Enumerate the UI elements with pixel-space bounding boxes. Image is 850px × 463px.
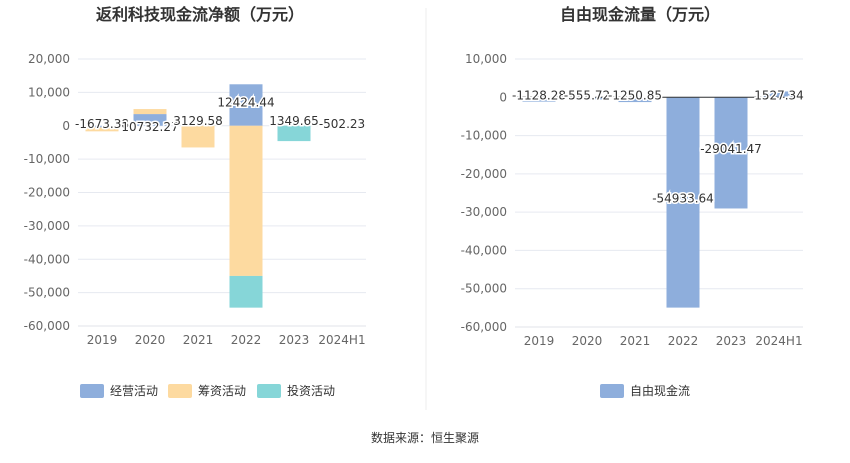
y-tick-label: 10,000: [465, 52, 507, 66]
x-tick-label: 2024H1: [755, 334, 802, 348]
y-tick-label: -10,000: [461, 129, 507, 143]
x-tick-label: 2020: [572, 334, 603, 348]
bar-2023-series-2: [277, 125, 311, 142]
bar-2022-series-0: [229, 84, 263, 126]
y-tick-label: 10,000: [28, 85, 70, 99]
x-tick-label: 2023: [716, 334, 747, 348]
bar-2022-series-1: [229, 125, 263, 276]
y-tick-label: -50,000: [461, 282, 507, 296]
data-label: 1527.34: [754, 88, 804, 102]
source-note: 数据来源：恒生聚源: [371, 430, 479, 445]
y-tick-label: 0: [62, 119, 70, 133]
x-tick-label: 2023: [279, 333, 310, 347]
y-tick-label: -30,000: [461, 205, 507, 219]
x-tick-label: 2019: [87, 333, 118, 347]
bar-2019-series-0: [85, 125, 119, 128]
bar-2020-series-0: [570, 97, 604, 100]
chart-title: 返利科技现金流净额（万元）: [96, 5, 304, 24]
data-label: 1349.65: [269, 114, 319, 128]
data-label: -1128.28: [512, 88, 566, 102]
bar-2019-series-1: [85, 127, 119, 132]
data-label: -1250.85: [608, 88, 662, 102]
chart-title: 自由现金流量（万元）: [560, 5, 720, 24]
free-cash-flow-chart: 自由现金流量（万元） 10,000 0 -10,000 -20,000 -30,000 -4…: [461, 5, 805, 398]
y-tick-label: -30,000: [24, 219, 70, 233]
x-tick-label: 2022: [668, 334, 699, 348]
legend-label: 经营活动: [110, 384, 158, 398]
legend-swatch: [168, 384, 192, 398]
bar-2022-series-0: [666, 97, 700, 308]
legend-label: 筹资活动: [198, 384, 246, 398]
bar-2019-series-0: [522, 97, 556, 102]
y-tick-label: -40,000: [24, 252, 70, 266]
data-label: -29041.47: [700, 142, 762, 156]
y-tick-label: 20,000: [28, 52, 70, 66]
bar-2023-series-0: [714, 97, 748, 209]
bar-2020-series-1: [133, 109, 167, 115]
legend-swatch: [257, 384, 281, 398]
y-tick-label: -40,000: [461, 243, 507, 257]
bar-2024H1-series-0: [762, 91, 796, 98]
x-tick-label: 2022: [231, 333, 262, 347]
y-tick-label: 0: [499, 90, 507, 104]
x-tick-label: 2021: [183, 333, 214, 347]
data-label: -502.23: [319, 117, 365, 131]
data-label: 3129.58: [173, 114, 223, 128]
cash-flow-net-chart: 返利科技现金流净额（万元） 20,000 10,000 0 -10,000 -20,000…: [24, 5, 367, 398]
legend-swatch: [80, 384, 104, 398]
bar-2021-series-0: [618, 97, 652, 103]
legend-label: 自由现金流: [630, 383, 690, 398]
x-tick-label: 2024H1: [318, 333, 365, 347]
y-tick-label: -60,000: [461, 320, 507, 334]
data-label: -555.72: [564, 88, 610, 102]
bar-2020-series-0: [133, 114, 167, 126]
y-tick-label: -20,000: [461, 167, 507, 181]
x-tick-label: 2020: [135, 333, 166, 347]
x-tick-label: 2019: [524, 334, 555, 348]
y-tick-label: -60,000: [24, 319, 70, 333]
x-tick-label: 2021: [620, 334, 651, 348]
bar-2022-series-2: [229, 275, 263, 308]
y-tick-label: -50,000: [24, 286, 70, 300]
data-label: -1673.38: [75, 117, 129, 131]
legend-swatch: [600, 384, 624, 398]
data-label: 10732.27: [121, 120, 178, 134]
bar-2024H1-series-0: [325, 125, 359, 128]
data-label: 12424.44: [217, 95, 274, 109]
legend-label: 投资活动: [287, 383, 335, 398]
y-tick-label: -20,000: [24, 186, 70, 200]
data-label: -54933.64: [652, 191, 714, 205]
y-tick-label: -10,000: [24, 152, 70, 166]
bar-2021-series-1: [181, 125, 215, 148]
